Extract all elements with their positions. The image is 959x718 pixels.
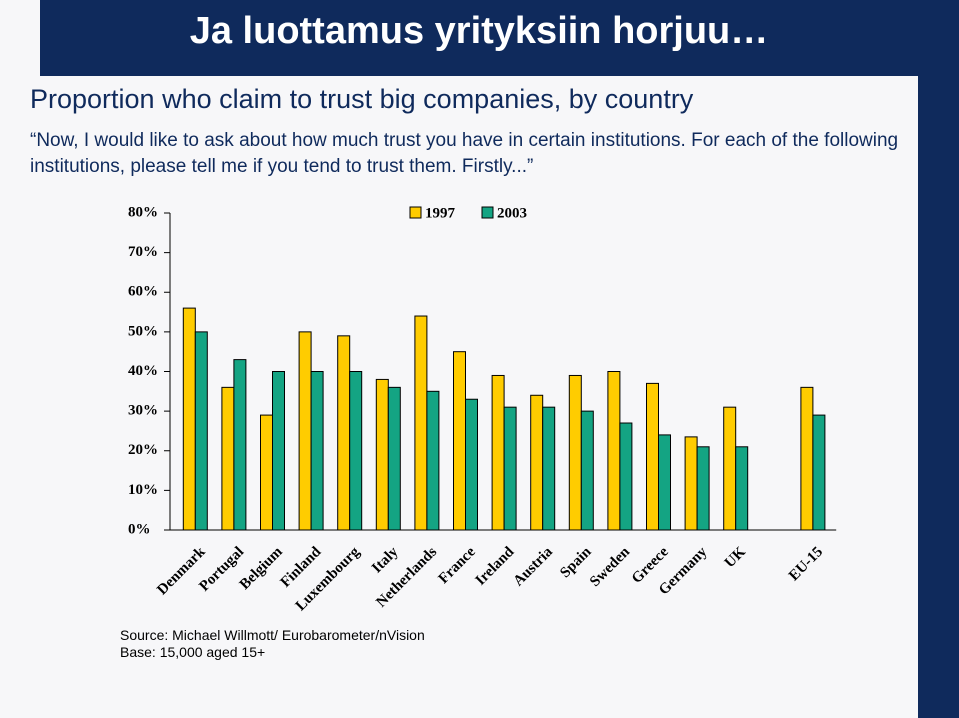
legend-label: 1997 [425, 205, 456, 221]
bar [491, 374, 505, 531]
y-tick-label: 20% [128, 442, 158, 458]
slide-title: Ja luottamus yrityksiin horjuu… [189, 10, 769, 52]
x-tick-label: UK [722, 544, 749, 571]
bar [182, 307, 196, 531]
bar [298, 331, 312, 531]
bar [375, 378, 389, 531]
y-tick-label: 70% [128, 244, 158, 260]
y-tick-label: 40% [128, 363, 158, 379]
source: Source: Michael Willmott/ Eurobarometer/… [120, 627, 425, 643]
x-tick-label: Austria [510, 544, 556, 590]
bar [812, 414, 826, 531]
y-tick-label: 10% [128, 482, 158, 498]
bar [260, 414, 273, 531]
y-tick-label: 30% [128, 403, 158, 419]
question-text: “Now, I would like to ask about how much… [30, 130, 899, 177]
bar [723, 406, 737, 531]
bar [426, 390, 440, 531]
y-tick-label: 50% [128, 323, 158, 339]
bar [503, 406, 517, 531]
bar [696, 446, 710, 531]
x-tick-label: Italy [369, 544, 402, 577]
bar [337, 335, 351, 531]
legend-swatch [481, 206, 494, 219]
header-bar [40, 0, 959, 76]
bar [646, 382, 659, 531]
bar [414, 315, 428, 531]
y-tick-label: 80% [128, 204, 158, 220]
bar [658, 434, 671, 531]
bar [233, 359, 247, 531]
bar [349, 371, 363, 531]
chart: 0%10%20%30%40%50%60%70%80%DenmarkPortuga… [128, 204, 837, 614]
x-tick-label: EU-15 [786, 544, 826, 584]
bar [221, 386, 235, 531]
x-tick-label: Denmark [154, 543, 209, 598]
base: Base: 15,000 aged 15+ [120, 644, 266, 660]
bar [684, 436, 698, 531]
bar [568, 374, 582, 531]
bar [272, 371, 285, 531]
bar [310, 371, 324, 531]
x-tick-label: Sweden [587, 543, 634, 590]
x-tick-label: France [436, 544, 479, 587]
bar [194, 331, 208, 531]
bar [465, 398, 478, 531]
y-tick-label: 0% [128, 521, 151, 537]
bar [530, 394, 544, 531]
bar [619, 422, 633, 531]
bar [800, 386, 814, 531]
legend-label: 2003 [497, 205, 527, 221]
x-tick-label: Belgium [237, 544, 286, 593]
bar [735, 446, 749, 531]
y-tick-label: 60% [128, 284, 158, 300]
bar [453, 351, 466, 531]
source-note: Source: Michael Willmott/ Eurobarometer/… [120, 627, 425, 661]
bar [607, 371, 621, 531]
legend-swatch [409, 206, 422, 219]
chart-title: Proportion who claim to trust big compan… [30, 84, 694, 114]
bar [542, 406, 556, 531]
side-bar [918, 0, 959, 718]
bar [387, 386, 401, 531]
x-tick-label: Ireland [473, 543, 518, 588]
bar [580, 410, 594, 531]
